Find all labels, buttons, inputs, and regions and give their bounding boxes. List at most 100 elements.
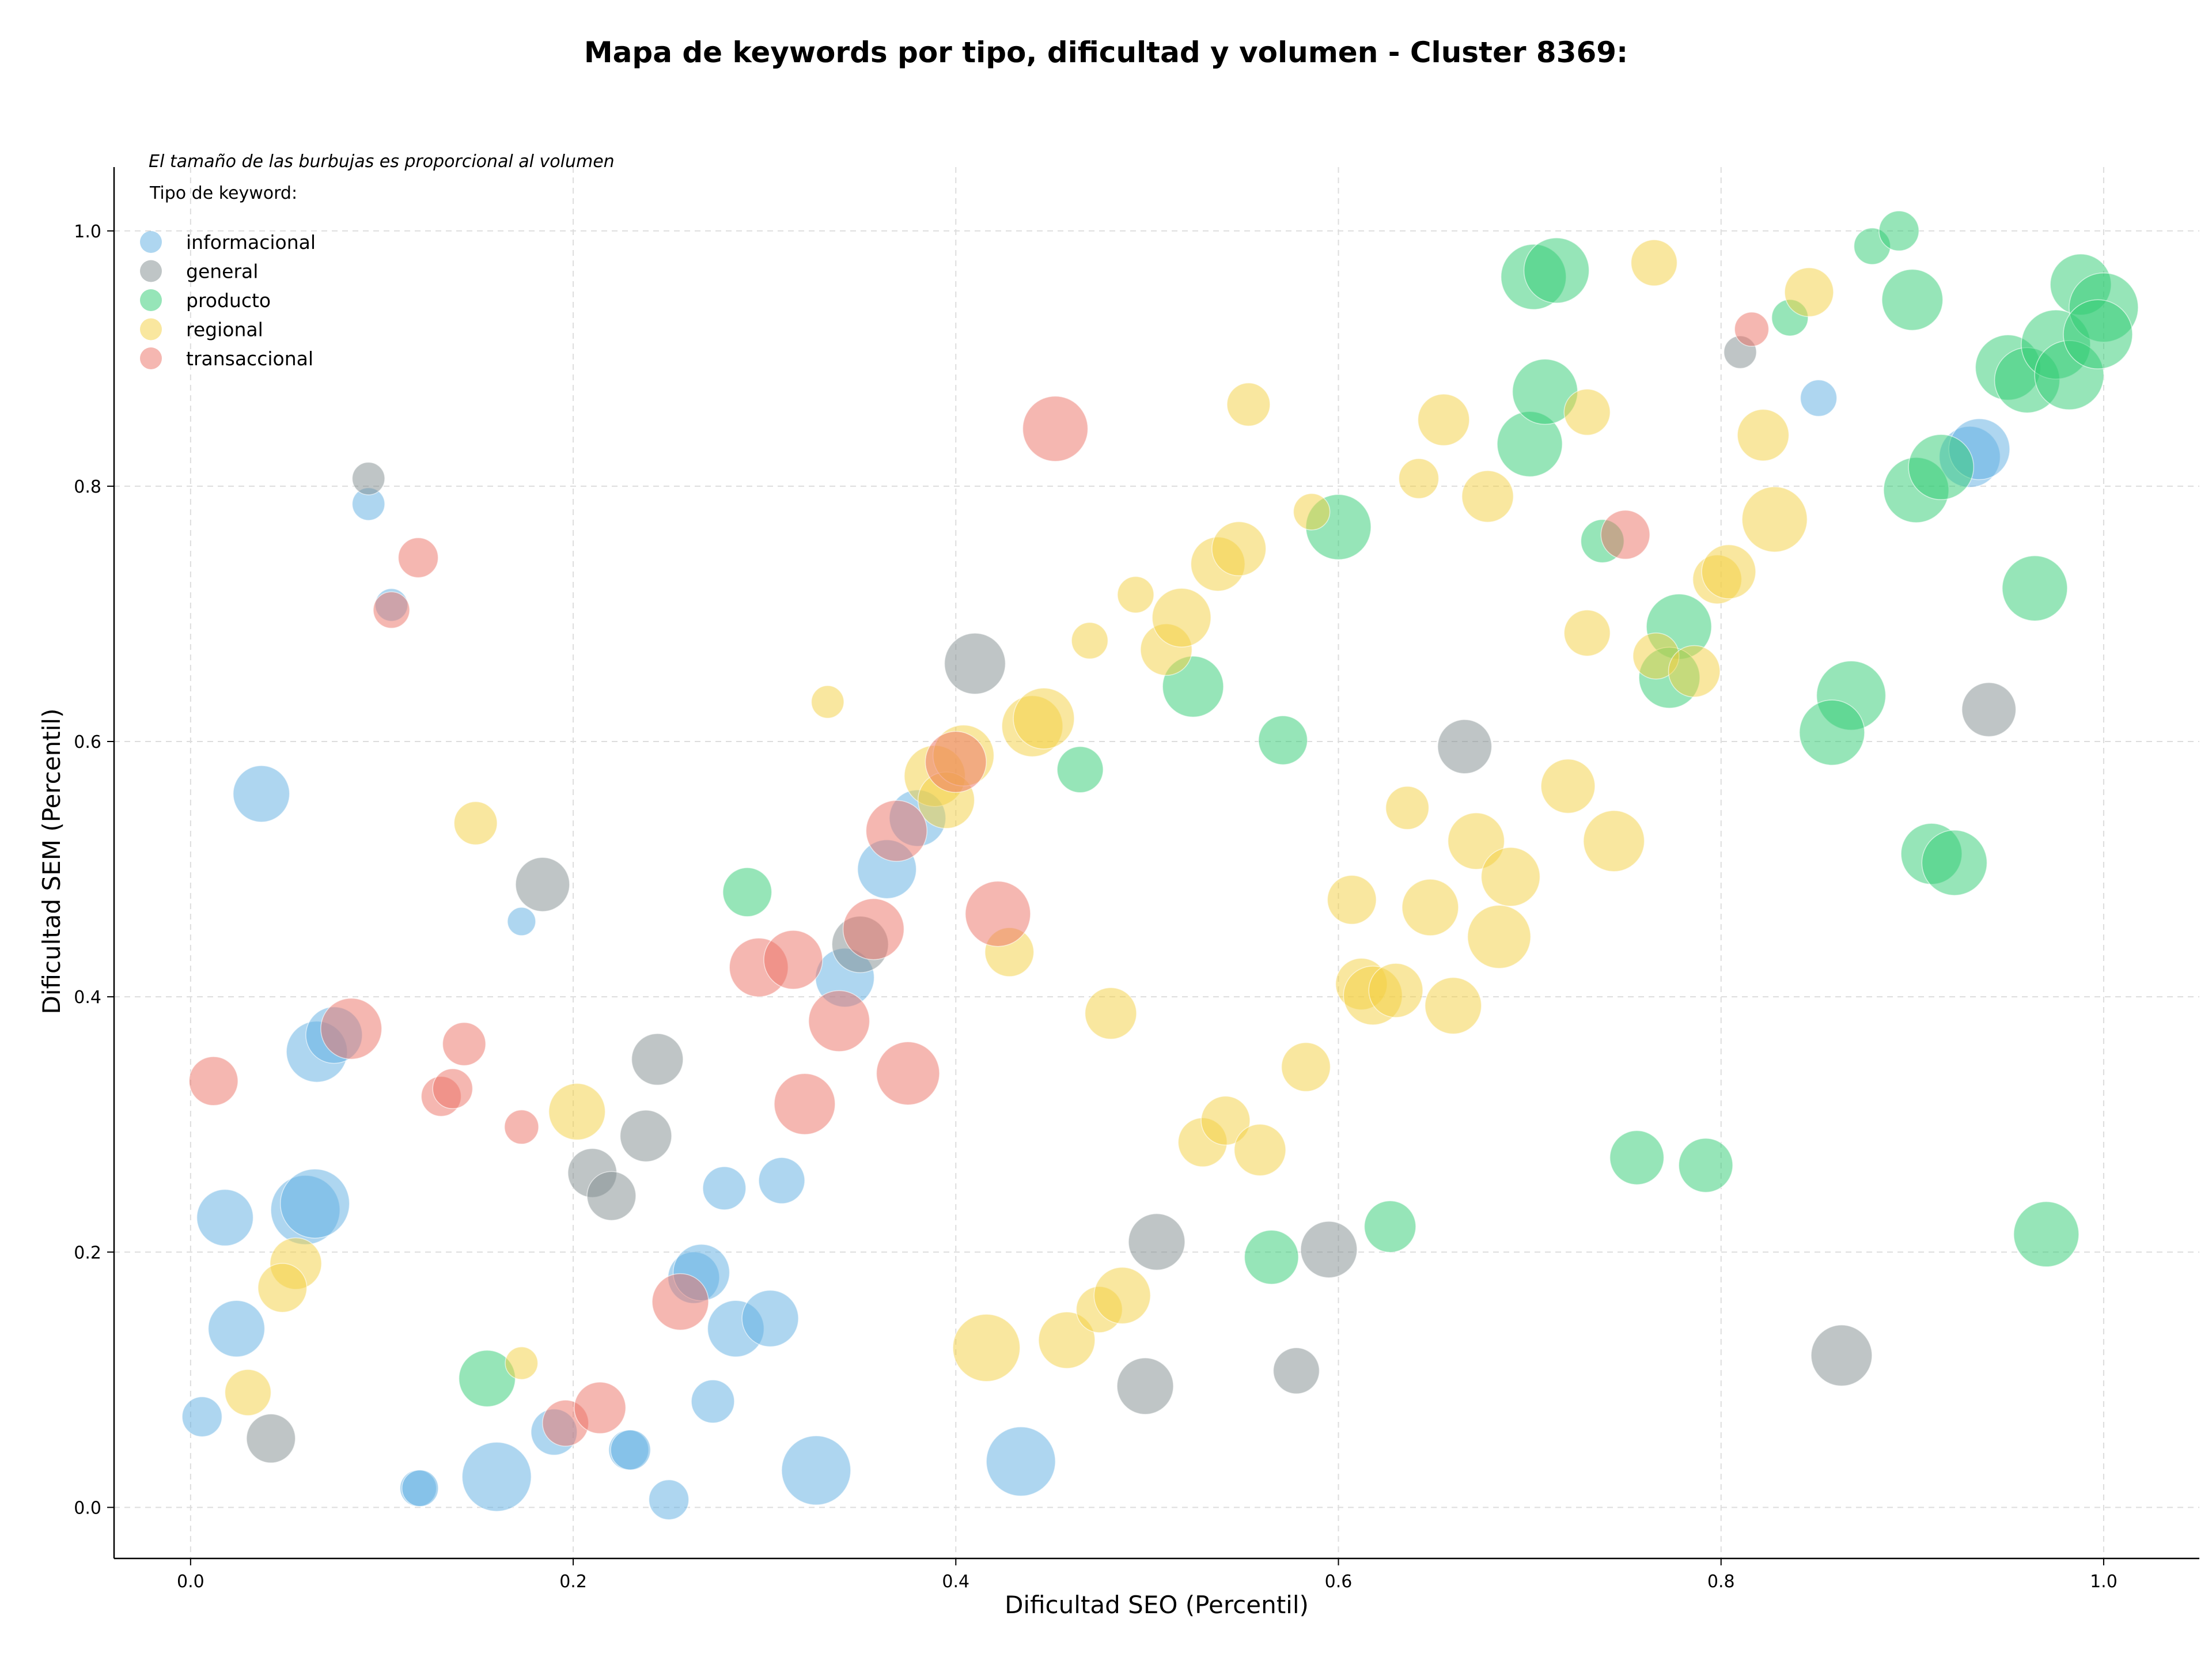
bubble-general-12 (1300, 1221, 1358, 1278)
bubble-informacional-19 (702, 1166, 747, 1210)
bubble-transaccional-10 (652, 1273, 709, 1331)
bubble-producto-33 (2063, 299, 2133, 369)
x-tick-label-3: 0.6 (1325, 1572, 1353, 1592)
bubble-regional-42 (1480, 847, 1541, 907)
legend-marker-producto (140, 289, 162, 311)
x-tick-label-1: 0.2 (559, 1572, 587, 1592)
bubble-informacional-24 (741, 1289, 799, 1348)
bubble-regional-47 (1630, 239, 1678, 286)
bubble-regional-11 (1013, 687, 1075, 750)
y-tick-label-4: 0.8 (74, 477, 101, 497)
bubble-regional-40 (1461, 470, 1514, 523)
y-axis-label: Dificultad SEM (Percentil) (37, 709, 66, 1015)
legend-label-general: general (186, 260, 258, 283)
bubble-transaccional-6 (432, 1068, 474, 1110)
bubble-transaccional-1 (373, 591, 410, 629)
bubble-informacional-20 (758, 1157, 805, 1204)
bubble-informacional-12 (402, 1469, 439, 1507)
bubble-size-note: El tamaño de las burbujas es proporciona… (149, 152, 615, 172)
x-tick-label-4: 0.8 (1707, 1572, 1735, 1592)
bubble-transaccional-17 (876, 1041, 940, 1106)
bubble-regional-21 (1293, 493, 1331, 531)
bubble-general-16 (1810, 1325, 1873, 1387)
series-transaccional (188, 311, 1770, 1447)
bubble-transaccional-15 (842, 898, 905, 960)
bubble-transaccional-18 (925, 731, 987, 793)
y-tick-label-0: 0.0 (74, 1498, 101, 1518)
bubble-regional-36 (1402, 879, 1459, 936)
x-tick-label-0: 0.0 (177, 1572, 204, 1592)
bubble-transaccional-21 (1600, 509, 1650, 560)
bubble-producto-15 (1609, 1130, 1665, 1185)
bubble-general-6 (246, 1413, 296, 1463)
bubble-regional-30 (1327, 875, 1377, 925)
bubble-regional-33 (1368, 963, 1423, 1018)
legend-label-informacional: informacional (186, 231, 316, 253)
bubble-producto-16 (1678, 1137, 1733, 1193)
bubble-informacional-10 (181, 1396, 223, 1437)
bubble-transaccional-2 (320, 997, 382, 1060)
bubble-regional-22 (952, 1314, 1021, 1382)
legend-label-producto: producto (186, 289, 271, 312)
bubble-regional-53 (1741, 486, 1808, 553)
bubble-informacional-25 (781, 1435, 851, 1505)
bubble-general-7 (944, 633, 1006, 695)
bubble-regional-44 (1563, 388, 1611, 436)
legend-label-transaccional: transaccional (186, 347, 313, 370)
bubble-regional-2 (257, 1263, 308, 1313)
bubble-regional-43 (1540, 758, 1596, 814)
y-tick-label-2: 0.4 (74, 987, 101, 1008)
bubble-general-1 (515, 857, 570, 912)
legend-title: Tipo de keyword: (149, 183, 297, 203)
bubble-transaccional-19 (965, 880, 1031, 947)
series-producto (458, 210, 2139, 1408)
bubble-general-10 (1116, 1357, 1174, 1415)
bubble-producto-0 (722, 867, 772, 917)
x-axis-label: Dificultad SEO (Percentil) (1005, 1591, 1309, 1619)
tick-labels: 0.0 0.2 0.4 0.6 0.8 1.0 0.0 0.2 0.4 0.6 0.8 1.0 (74, 222, 2118, 1592)
bubble-regional-13 (1071, 622, 1109, 660)
bubble-regional-29 (1281, 1042, 1331, 1092)
bubble-informacional-8 (279, 1168, 350, 1239)
axes (113, 167, 2199, 1560)
legend-marker-regional (140, 318, 162, 340)
bubble-transaccional-4 (442, 1021, 486, 1066)
bubble-regional-45 (1563, 609, 1611, 657)
bubble-regional-25 (1093, 1266, 1151, 1325)
bubble-regional-49 (1668, 645, 1721, 698)
bubble-informacional-17 (648, 1479, 690, 1520)
bubble-regional-41 (1467, 905, 1531, 969)
bubble-producto-20 (1881, 268, 1944, 331)
bubble-general-13 (1437, 719, 1493, 774)
bubble-producto-11 (1523, 237, 1590, 304)
bubble-informacional-6 (196, 1189, 254, 1247)
bubble-general-11 (1272, 1347, 1320, 1395)
bubble-transaccional-16 (865, 800, 927, 862)
bubble-regional-4 (505, 1346, 539, 1380)
bubble-regional-54 (1784, 267, 1834, 317)
grid-lines (114, 167, 2199, 1558)
bubble-producto-7 (1244, 1229, 1299, 1285)
bubble-informacional-26 (986, 1426, 1056, 1497)
bubble-transaccional-7 (503, 1109, 539, 1145)
bubble-transaccional-14 (808, 990, 870, 1052)
bubble-regional-46 (1583, 810, 1645, 872)
bubble-producto-4 (1258, 715, 1308, 765)
bubble-informacional-13 (461, 1441, 532, 1512)
bubble-regional-27 (1200, 1095, 1251, 1146)
bubble-regional-19 (1211, 521, 1267, 577)
bubble-producto-22 (1799, 699, 1865, 766)
bubble-informacional-30 (1800, 379, 1838, 417)
bubble-transaccional-20 (1022, 395, 1089, 462)
bubble-regional-17 (1152, 588, 1211, 648)
bubble-producto-6 (1363, 1200, 1416, 1253)
legend-marker-general (140, 260, 162, 282)
y-tick-label-5: 1.0 (74, 222, 101, 242)
x-tick-label-5: 1.0 (2090, 1572, 2118, 1592)
bubble-general-3 (619, 1110, 672, 1163)
bubble-regional-5 (548, 1083, 606, 1141)
legend-label-regional: regional (186, 319, 263, 341)
bubble-transaccional-3 (188, 1056, 238, 1106)
bubble-regional-34 (1385, 786, 1430, 830)
x-tick-label-2: 0.4 (942, 1572, 969, 1592)
